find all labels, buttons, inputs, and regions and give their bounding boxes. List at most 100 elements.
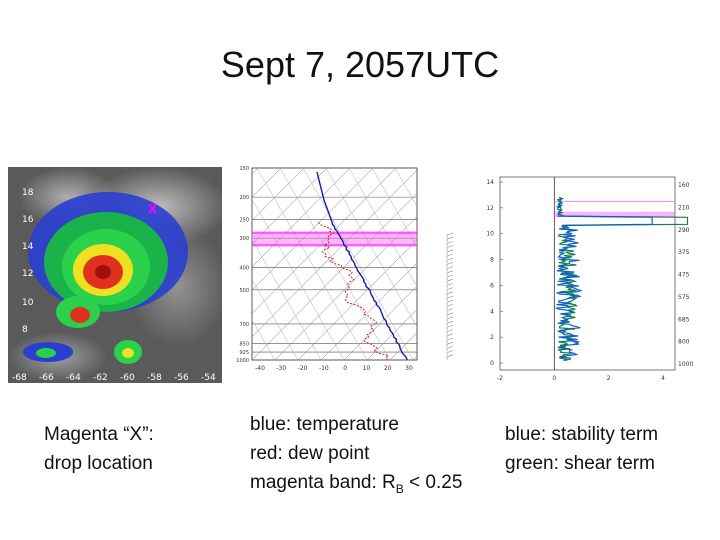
adiabat [325,168,417,328]
x-label: 4 [661,375,665,382]
adiabat [256,168,368,360]
wind-barb [446,253,454,257]
profile-plot: 0 2 4 6 8 10 12 14 -2 0 2 4 1000 800 685 575 475 375 290 21… [486,176,693,382]
pressure-label: 290 [678,227,690,234]
adiabat [252,319,276,360]
lat-label: 16 [22,215,34,225]
sounding-caption: blue: temperature red: dew point magenta… [250,410,462,504]
pressure-label: 250 [239,218,249,224]
wind-barb [446,304,454,307]
isotherm [252,168,328,245]
wind-barb [446,316,454,320]
wind-barb [446,283,454,286]
wind-barb [446,287,454,290]
pressure-label: 685 [678,316,690,323]
adiabat [348,168,417,288]
isotherm [232,168,235,360]
height-label: 14 [486,179,494,186]
caption-line: Magenta “X”: [44,424,154,445]
wind-barb [446,236,454,240]
lat-label: 8 [22,325,28,335]
wind-barb [446,320,454,324]
rb-band [252,231,417,247]
caption-line: drop location [44,453,153,474]
temperature-line [316,171,408,361]
wind-barb [446,270,454,274]
temperature-label: 30 [405,365,413,372]
pressure-label: 300 [239,236,249,242]
caption-line: red: dew point [250,443,370,464]
dewpoint-line [318,221,390,361]
adiabat [394,168,417,207]
wind-barb [446,266,454,269]
wind-barb [446,333,454,337]
wind-barb [446,241,454,244]
pressure-label: 500 [239,288,249,294]
wind-barb [446,295,454,299]
pressure-label: 150 [239,166,249,172]
isotherm [436,168,456,360]
skew-grid [232,168,456,360]
lat-label: 10 [22,298,34,308]
temperature-label: -20 [298,365,308,372]
x-label: 0 [552,375,556,382]
lon-label: -62 [93,373,108,383]
height-label: 10 [486,231,494,238]
pressure-label: 160 [678,182,690,189]
lon-label: -68 [12,373,27,383]
adiabat [252,198,345,360]
isotherm [252,168,351,268]
height-label: 0 [490,360,494,367]
stability-line [554,197,653,361]
wind-barb [446,341,454,345]
pressure-label: 1000 [678,361,693,368]
height-label: 6 [490,282,494,289]
adiabat [302,168,414,360]
satellite-caption: Magenta “X”: drop location [44,420,154,478]
temperature-label: 20 [384,365,392,372]
pressure-label: 210 [678,204,690,211]
wind-barb [446,329,454,332]
lat-label: 12 [22,269,33,279]
isotherm [412,355,417,360]
height-label: 8 [490,257,494,264]
wind-barb [446,262,454,265]
wind-barb [446,232,454,236]
caption-line: green: shear term [505,453,655,474]
satellite-image: X 18 16 14 12 10 8 -68 -66 -64 -62 -60 -58 -56 -54 [8,167,222,383]
caption-line: magenta band: RB < 0.25 [250,468,462,504]
pressure-label: 200 [239,195,249,201]
isotherm [274,216,417,360]
pressure-label: 925 [239,350,249,356]
temperature-label: -10 [319,365,329,372]
isotherm [252,168,397,314]
temperature-label: 0 [343,365,347,372]
lon-label: -60 [120,373,135,383]
temperature-label: 10 [363,365,371,372]
lat-label: 18 [22,188,34,198]
lon-label: -54 [201,373,216,383]
lon-label: -56 [174,373,189,383]
caption-line: blue: temperature [250,414,399,435]
height-label: 12 [486,205,494,212]
caption-text: magenta band: R [250,472,396,493]
isotherm [252,169,417,338]
lon-label: -64 [66,373,81,383]
svg-text:X: X [148,202,158,216]
wind-barb [446,257,454,261]
wind-barb [446,354,454,358]
profile-caption: blue: stability term green: shear term [505,420,658,478]
isotherm [343,285,417,360]
wind-barb [446,350,454,353]
isotherm [252,168,374,291]
adiabat [252,239,322,360]
pressure-label: 850 [239,342,249,348]
lat-label: 14 [22,242,34,252]
rb-band [554,211,675,217]
wind-barb [446,337,454,341]
wind-barb [446,346,454,349]
isotherm [252,168,305,221]
wind-barb [446,325,454,328]
